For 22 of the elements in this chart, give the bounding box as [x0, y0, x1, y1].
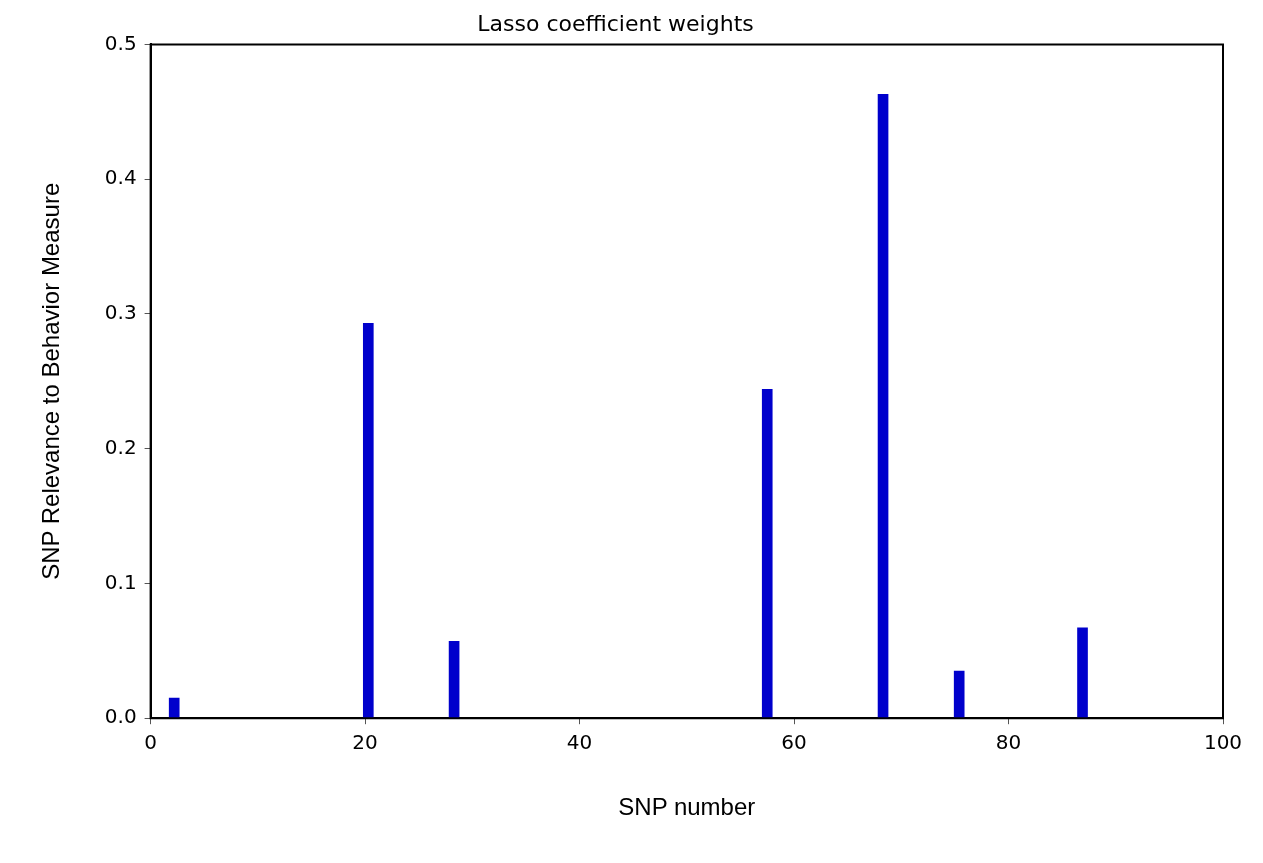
y-tick-label: 0.5	[104, 30, 137, 55]
bar	[761, 389, 773, 719]
chart-title: Lasso coefficient weights	[477, 10, 754, 36]
bar	[1077, 627, 1088, 719]
y-axis-title: SNP Relevance to Behavior Measure	[37, 182, 65, 580]
x-tick-label: 20	[352, 730, 378, 755]
bar	[448, 641, 460, 719]
y-tick-label: 0.2	[104, 434, 137, 459]
bar	[168, 697, 180, 719]
bar	[362, 323, 374, 719]
y-tick-label: 0.3	[104, 300, 137, 325]
y-tick-label: 0.4	[104, 165, 137, 190]
y-tick-label: 0.1	[104, 569, 137, 594]
y-tick-label: 0.0	[104, 704, 137, 729]
x-tick-label: 60	[781, 730, 807, 755]
x-tick-label: 0	[144, 730, 157, 755]
x-tick-label: 40	[566, 730, 593, 755]
bar	[877, 93, 889, 719]
x-axis-title: SNP number	[618, 793, 756, 821]
x-tick-label: 80	[995, 730, 1022, 755]
x-tick-label: 100	[1203, 730, 1243, 755]
bar	[953, 670, 965, 719]
